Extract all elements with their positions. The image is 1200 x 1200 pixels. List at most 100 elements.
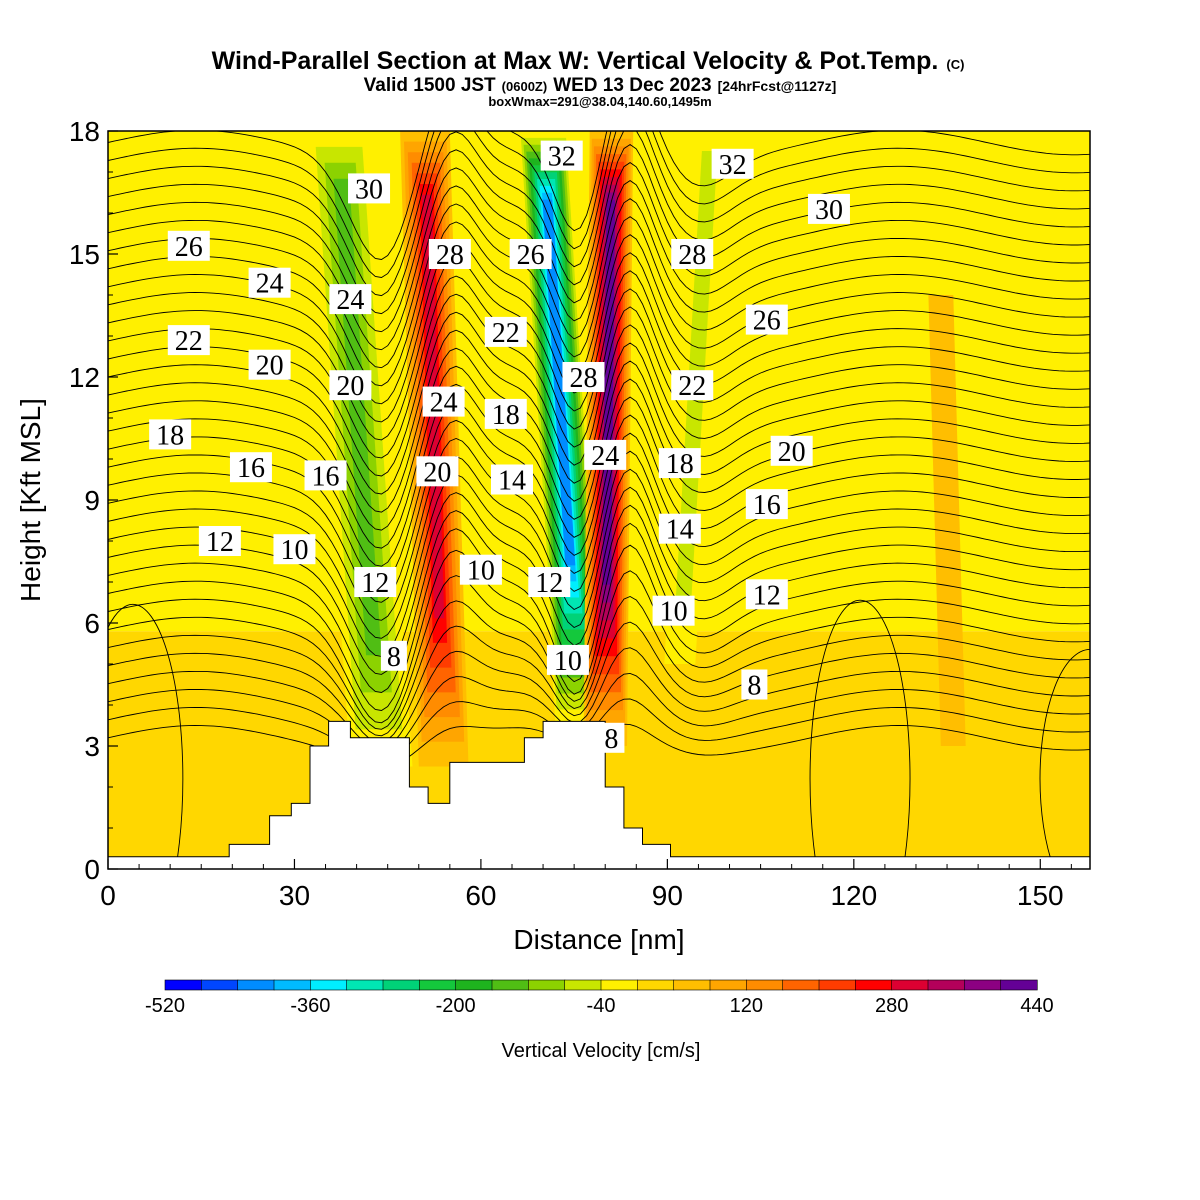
colorbar-swatch [455, 979, 493, 991]
theta-label: 8 [598, 722, 625, 755]
theta-label-text: 32 [719, 150, 747, 181]
theta-label-text: 14 [666, 515, 694, 546]
theta-label-text: 12 [535, 568, 563, 599]
theta-label: 12 [198, 526, 241, 558]
colorbar-swatch [491, 979, 529, 991]
terrain-mask [108, 720, 1090, 869]
colorbar-swatch [164, 979, 202, 991]
theta-contour-line [108, 131, 1090, 315]
colorbar-swatch [673, 979, 711, 991]
theta-label: 28 [428, 239, 471, 271]
theta-label-bg [484, 398, 527, 429]
theta-label: 16 [229, 452, 272, 484]
colorbar-swatch [709, 979, 747, 991]
theta-contour-line [108, 143, 1090, 333]
theta-label-text: 20 [778, 437, 806, 468]
theta-label-bg [652, 595, 695, 626]
theta-label-bg [598, 722, 625, 753]
theta-contour-line [108, 621, 1090, 743]
colorbar-swatch [310, 979, 348, 991]
theta-label-text: 8 [604, 724, 618, 755]
colorbar-swatch [927, 979, 965, 991]
theta-label: 24 [248, 267, 291, 300]
theta-label-text: 12 [206, 527, 234, 558]
colorbar-swatch [964, 979, 1002, 991]
theta-label: 10 [273, 534, 316, 566]
theta-label: 22 [484, 316, 527, 349]
colorbar-swatch [855, 979, 893, 991]
theta-label: 8 [741, 669, 768, 702]
theta-label-bg [198, 526, 241, 556]
theta-label: 18 [484, 398, 527, 431]
x-tick-label: 150 [1017, 880, 1064, 911]
y-tick-label: 18 [69, 116, 100, 147]
theta-contour-line [108, 180, 1090, 369]
theta-label: 16 [745, 489, 788, 521]
colorbar-swatch [382, 979, 420, 991]
theta-label: 22 [167, 325, 210, 357]
theta-label-text: 26 [753, 306, 781, 337]
terrain-profile [108, 720, 1090, 869]
w-band-updraft-3 [928, 295, 966, 746]
theta-label-text: 24 [591, 441, 619, 472]
theta-label: 14 [658, 513, 701, 546]
theta-label: 22 [671, 370, 714, 402]
colorbar-swatch [346, 979, 384, 991]
theta-label: 18 [149, 419, 192, 451]
theta-label-bg [528, 567, 571, 597]
theta-contour-line [108, 378, 1090, 567]
theta-contour-line [108, 595, 1090, 737]
theta-contour-line [108, 324, 1090, 513]
theta-label-bg [770, 435, 813, 466]
theta-label-bg [671, 239, 714, 269]
theta-contour-line [108, 486, 1090, 675]
theta-label-text: 20 [256, 351, 284, 382]
theta-label-text: 22 [678, 371, 706, 402]
theta-label-bg [745, 489, 788, 520]
theta-label: 24 [422, 386, 465, 419]
theta-label: 24 [584, 439, 627, 472]
theta-label: 20 [770, 435, 813, 468]
theta-label-text: 32 [548, 142, 576, 173]
x-tick-label: 60 [465, 880, 496, 911]
theta-label-text: 30 [815, 195, 843, 226]
theta-label: 12 [745, 579, 788, 611]
theta-contour-line [108, 234, 1090, 423]
colorbar-swatch [528, 979, 566, 991]
theta-label-text: 18 [492, 400, 520, 431]
x-tick-label: 30 [279, 880, 310, 911]
theta-label-bg [348, 173, 391, 204]
theta-label-bg [304, 460, 347, 491]
theta-label-bg [248, 267, 291, 298]
theta-label: 26 [745, 304, 788, 337]
theta-label: 12 [528, 567, 571, 599]
theta-label-text: 10 [660, 597, 688, 628]
theta-label-text: 16 [237, 453, 265, 484]
theta-label-bg [711, 148, 754, 179]
w-band-updraft-2 [583, 131, 634, 746]
theta-label: 32 [711, 148, 754, 181]
theta-label-bg [416, 456, 459, 487]
y-tick-label: 12 [69, 362, 100, 393]
colorbar-swatch [782, 979, 820, 991]
colorbar-tick-label: 280 [875, 995, 908, 1017]
y-tick-label: 0 [84, 854, 100, 885]
theta-label-bg [329, 370, 372, 401]
theta-label: 14 [490, 464, 533, 497]
theta-label-text: 20 [336, 371, 364, 402]
theta-label-text: 16 [312, 461, 340, 492]
colorbar-swatch [637, 979, 675, 991]
theta-contour-line [108, 414, 1090, 603]
y-tick-label: 15 [69, 239, 100, 270]
y-tick-label: 9 [84, 485, 100, 516]
theta-label-text: 14 [498, 466, 526, 497]
theta-contour-line [108, 570, 1090, 730]
chart-subtitle-line3: boxWmax=291@38.04,140.60,1495m [488, 94, 711, 109]
theta-label-text: 8 [747, 671, 761, 702]
colorbar-tick-label: -200 [436, 995, 476, 1017]
theta-label: 10 [546, 644, 589, 677]
colorbar-label: Vertical Velocity [cm/s] [502, 1040, 701, 1062]
theta-contour-line [108, 647, 1090, 750]
x-tick-label: 0 [100, 880, 116, 911]
theta-label-bg [422, 386, 465, 417]
